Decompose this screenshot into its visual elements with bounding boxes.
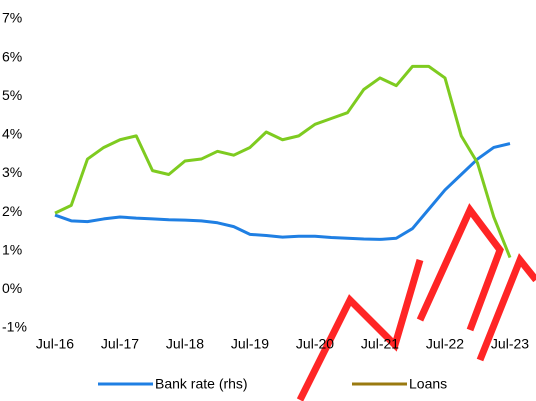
x-tick-label: Jul-20 [296, 336, 334, 352]
x-tick-label: Jul-16 [36, 336, 74, 352]
x-tick-label: Jul-17 [101, 336, 139, 352]
y-tick-label: 6% [2, 48, 22, 64]
y-tick-label: 1% [2, 241, 22, 257]
x-tick-label: Jul-21 [361, 336, 399, 352]
y-tick-label: 0% [2, 280, 22, 296]
watermark [296, 203, 536, 401]
line-series [54, 64, 512, 259]
y-tick-label: 3% [2, 164, 22, 180]
y-tick-label: -1% [2, 319, 27, 335]
y-tick-label: 7% [2, 10, 22, 26]
y-tick-label: 5% [2, 87, 22, 103]
x-tick-label: Jul-18 [166, 336, 204, 352]
x-tick-label: Jul-19 [231, 336, 269, 352]
legend-label: Bank rate (rhs) [155, 376, 248, 392]
y-tick-label: 2% [2, 203, 22, 219]
y-tick-label: 4% [2, 126, 22, 142]
legend-label: Loans [409, 376, 447, 392]
line-series [54, 142, 511, 241]
x-tick-label: Jul-22 [426, 336, 464, 352]
x-tick-label: Jul-23 [491, 336, 529, 352]
